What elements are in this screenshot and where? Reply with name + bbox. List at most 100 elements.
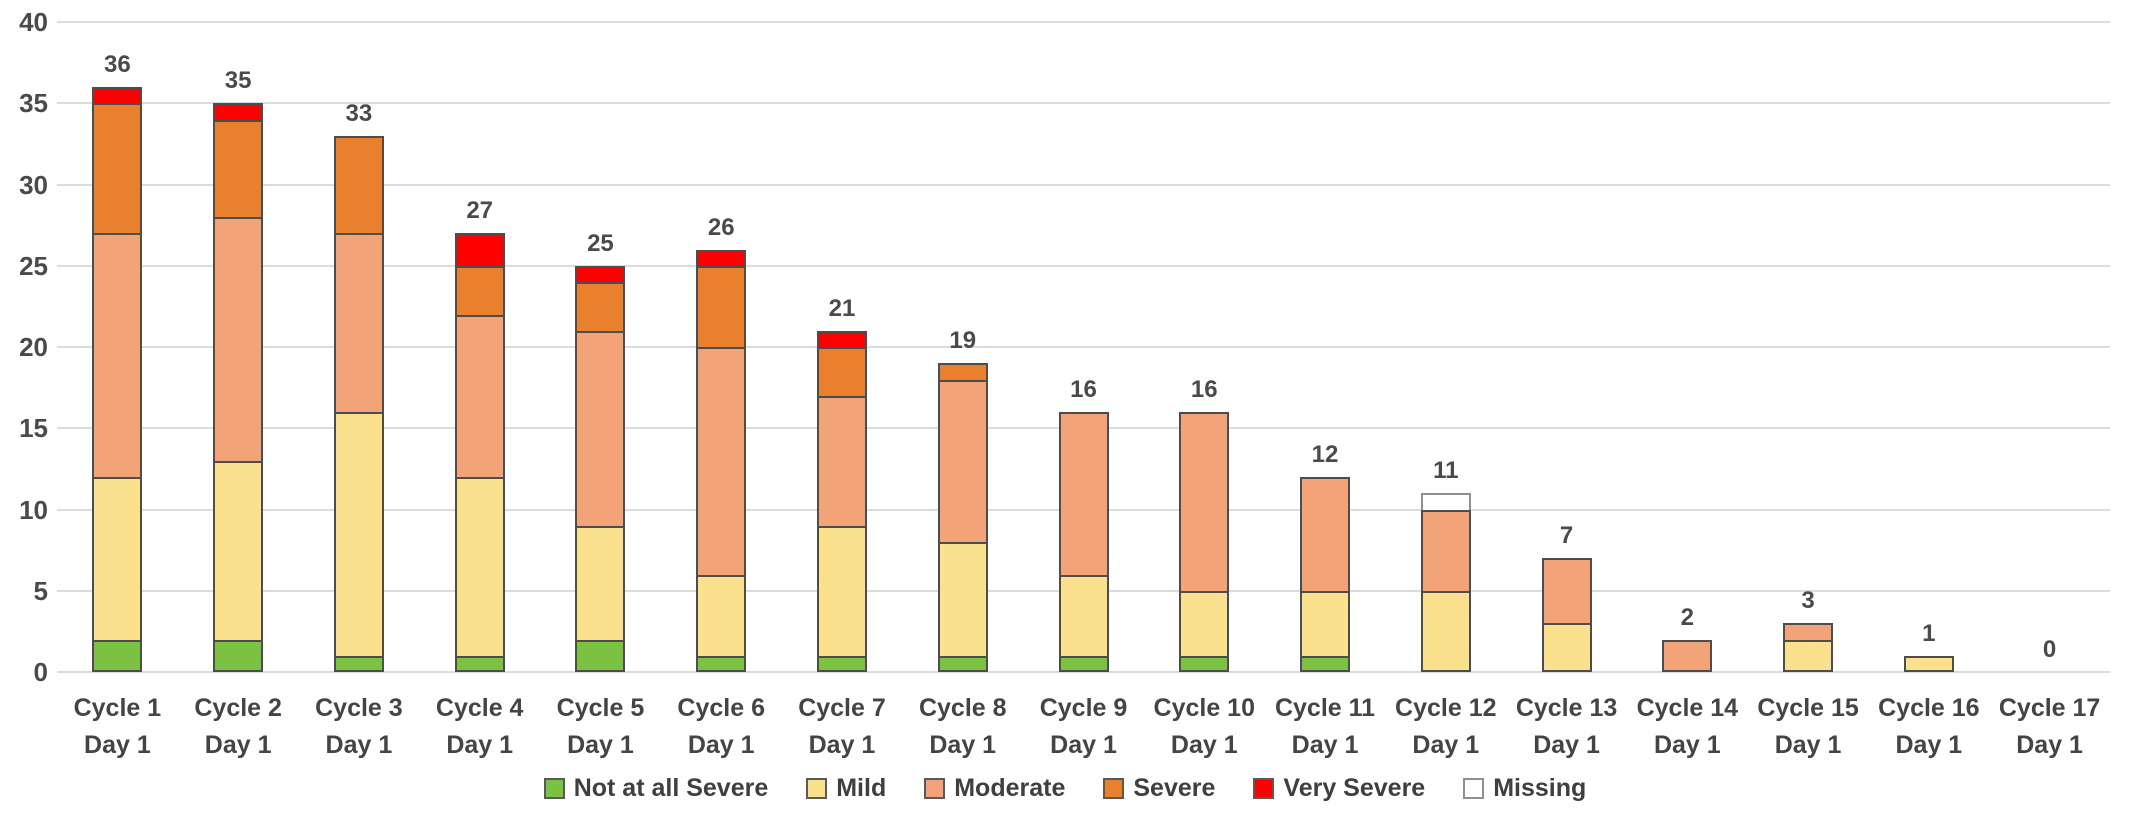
bar bbox=[1783, 623, 1834, 672]
bar-total-label: 2 bbox=[1680, 603, 1694, 631]
bar-segment-not-at-all-severe bbox=[92, 639, 143, 672]
x-axis-category-label: Cycle 17 Day 1 bbox=[1970, 690, 2130, 764]
y-axis-tick-label: 0 bbox=[33, 657, 48, 687]
bar-segment-not-at-all-severe bbox=[696, 655, 747, 672]
bar-segment-severe bbox=[816, 347, 867, 396]
bar bbox=[92, 87, 143, 672]
x-axis-category-label-line1: Cycle 1 bbox=[73, 694, 162, 722]
bar-segment-not-at-all-severe bbox=[575, 639, 626, 672]
bar-total-label: 16 bbox=[1190, 376, 1218, 403]
bar bbox=[575, 265, 626, 672]
x-axis-category-label-line2: Day 1 bbox=[1895, 731, 1963, 759]
y-axis-tick-label: 35 bbox=[19, 88, 48, 119]
x-axis-category-label-line2: Day 1 bbox=[325, 731, 393, 759]
x-axis-category-label-line1: Cycle 3 bbox=[315, 694, 403, 722]
x-axis-category-label-line2: Day 1 bbox=[204, 731, 272, 759]
bar bbox=[1662, 639, 1713, 672]
legend-label: Very Severe bbox=[1283, 774, 1426, 802]
bar-segment-not-at-all-severe bbox=[1058, 655, 1109, 672]
bar-segment-very-severe bbox=[454, 233, 505, 266]
x-axis-category-label: Cycle 11 Day 1 bbox=[1245, 690, 1405, 764]
bar-segment-moderate bbox=[1541, 558, 1592, 624]
bar-total-label: 21 bbox=[828, 294, 856, 322]
x-axis-category-label: Cycle 5 Day 1 bbox=[520, 690, 680, 764]
legend-label: Not at all Severe bbox=[573, 774, 769, 802]
bar bbox=[213, 103, 264, 672]
x-axis-category-label-line1: Cycle 15 bbox=[1757, 694, 1859, 722]
legend: Not at all Severe Mild Moderate Severe Very … bbox=[0, 774, 2130, 803]
bar-segment-moderate bbox=[213, 217, 264, 461]
bar-segment-moderate bbox=[1662, 639, 1713, 672]
x-axis-category-label-line2: Day 1 bbox=[1050, 731, 1117, 759]
x-axis-category-label: Cycle 16 Day 1 bbox=[1849, 690, 2009, 764]
x-axis-category-label-line1: Cycle 12 bbox=[1395, 694, 1497, 722]
bar bbox=[816, 330, 867, 672]
x-axis-category-label-line2: Day 1 bbox=[687, 731, 755, 759]
bar-segment-moderate bbox=[1300, 477, 1351, 591]
legend-item-missing: Missing bbox=[1463, 774, 1586, 803]
bar bbox=[1541, 558, 1592, 672]
bar-segment-mild bbox=[1179, 590, 1230, 656]
bar-total-label: 3 bbox=[1801, 587, 1815, 615]
y-axis-tick-label: 5 bbox=[33, 575, 48, 606]
bar-segment-moderate bbox=[333, 233, 384, 412]
gridline bbox=[57, 183, 2110, 186]
bar-total-label: 12 bbox=[1311, 441, 1339, 468]
bar-segment-mild bbox=[92, 477, 143, 640]
bar-segment-severe bbox=[333, 135, 384, 234]
bar bbox=[1420, 493, 1471, 672]
x-axis-category-label-line2: Day 1 bbox=[446, 731, 514, 759]
x-axis-category-label-line1: Cycle 13 bbox=[1515, 694, 1618, 722]
bar-segment-mild bbox=[816, 525, 867, 656]
bar-total-label: 33 bbox=[345, 99, 373, 127]
bar-segment-mild bbox=[1903, 655, 1954, 672]
x-axis-category-label-line2: Day 1 bbox=[84, 731, 151, 759]
x-axis-category-label-line1: Cycle 5 bbox=[556, 694, 645, 722]
bar bbox=[1300, 477, 1351, 672]
bar-segment-very-severe bbox=[575, 265, 626, 282]
x-axis-category-label-line2: Day 1 bbox=[1533, 731, 1600, 759]
bar-total-label: 25 bbox=[587, 229, 614, 257]
x-axis-category-label: Cycle 3 Day 1 bbox=[279, 690, 439, 764]
bar-segment-severe bbox=[454, 265, 505, 315]
bar-segment-moderate bbox=[454, 314, 505, 477]
bar bbox=[1058, 412, 1109, 672]
bar-segment-mild bbox=[1541, 623, 1592, 672]
bar-segment-moderate bbox=[1058, 412, 1109, 575]
bar-segment-not-at-all-severe bbox=[1300, 655, 1351, 672]
bar-segment-moderate bbox=[1420, 509, 1471, 591]
bar-segment-very-severe bbox=[213, 103, 264, 120]
x-axis-category-label-line2: Day 1 bbox=[808, 731, 876, 759]
bar-segment-mild bbox=[575, 525, 626, 640]
x-axis-category-label-line2: Day 1 bbox=[1412, 731, 1480, 759]
y-axis-tick-label: 40 bbox=[19, 7, 48, 37]
x-axis-category-label: Cycle 9 Day 1 bbox=[1004, 690, 1164, 764]
bar-segment-not-at-all-severe bbox=[816, 655, 867, 672]
y-axis-tick-label: 15 bbox=[19, 413, 48, 444]
legend-label: Moderate bbox=[954, 774, 1066, 802]
x-axis-category-label: Cycle 6 Day 1 bbox=[641, 690, 801, 764]
bar bbox=[454, 233, 505, 672]
bar-total-label: 36 bbox=[104, 51, 131, 78]
bar-total-label: 7 bbox=[1559, 522, 1574, 550]
bar-total-label: 16 bbox=[1070, 376, 1097, 403]
x-axis-category-label-line1: Cycle 9 bbox=[1039, 694, 1128, 722]
bar-segment-moderate bbox=[1783, 623, 1834, 640]
x-axis-category-label: Cycle 7 Day 1 bbox=[762, 690, 922, 764]
bar bbox=[696, 249, 747, 672]
bar-total-label: 26 bbox=[707, 213, 735, 241]
gridline bbox=[57, 102, 2110, 105]
x-axis-category-label: Cycle 1 Day 1 bbox=[37, 690, 197, 764]
bar-segment-moderate bbox=[575, 330, 626, 526]
bar-segment-mild bbox=[1300, 590, 1351, 656]
bar bbox=[1179, 412, 1230, 672]
legend-swatch-icon bbox=[1463, 778, 1485, 799]
x-axis-category-label-line1: Cycle 17 bbox=[1998, 694, 2101, 722]
x-axis-category-label-line2: Day 1 bbox=[929, 731, 997, 759]
x-axis-category-label-line2: Day 1 bbox=[1291, 731, 1359, 759]
bar-total-label: 1 bbox=[1922, 619, 1936, 647]
y-axis-tick-label: 10 bbox=[19, 494, 48, 525]
legend-label: Mild bbox=[836, 774, 887, 802]
x-axis-category-label-line1: Cycle 11 bbox=[1274, 694, 1376, 722]
